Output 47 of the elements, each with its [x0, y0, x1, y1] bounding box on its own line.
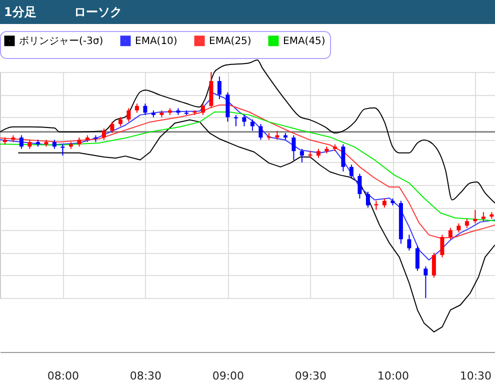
- candlestick: [358, 173, 362, 200]
- candlestick: [200, 103, 205, 116]
- candlestick: [250, 118, 254, 132]
- candlestick: [456, 222, 461, 233]
- x-tick-label: 10:00: [377, 370, 410, 382]
- candlestick: [77, 137, 82, 148]
- candlestick: [366, 191, 370, 208]
- candlestick: [226, 92, 230, 122]
- x-tick-label: 10:30: [460, 370, 492, 382]
- candlestick: [234, 114, 238, 127]
- candlestick: [374, 200, 378, 210]
- candlestick: [19, 134, 24, 150]
- candlestick: [126, 108, 131, 122]
- x-tick-label: 08:30: [130, 370, 162, 382]
- candlestick: [481, 212, 486, 222]
- candlestick: [382, 198, 386, 208]
- candlestick: [448, 227, 452, 240]
- legend-label: EMA(10): [135, 36, 178, 47]
- candlestick: [258, 123, 263, 140]
- x-tick-label: 08:00: [47, 370, 80, 382]
- candlestick: [143, 103, 148, 116]
- candlestick: [242, 114, 246, 127]
- candlestick: [110, 121, 114, 134]
- candlestick: [349, 164, 354, 179]
- legend-label: EMA(45): [283, 36, 326, 47]
- candlestick: [407, 234, 412, 252]
- text: ローソク: [74, 5, 122, 19]
- text: 1分足: [4, 5, 36, 19]
- legend-label: ボリンジャー(-3σ): [19, 36, 104, 47]
- candlestick: [341, 144, 346, 172]
- candlestick: [300, 148, 304, 163]
- x-tick-label: 09:00: [212, 370, 244, 382]
- candlestick: [424, 266, 428, 298]
- candlestick: [292, 134, 296, 161]
- candlestick: [316, 148, 320, 158]
- candlestick: [118, 116, 122, 127]
- candlestick: [415, 246, 420, 272]
- x-tick-label: 09:30: [294, 370, 327, 382]
- candlestick: [464, 218, 469, 228]
- candlestick: [432, 252, 436, 278]
- candlestick: [134, 103, 139, 114]
- candlestick: [52, 139, 56, 150]
- candlestick: [28, 139, 32, 150]
- legend-label: EMA(25): [209, 36, 252, 47]
- candlestick: [217, 76, 222, 100]
- candlestick: [102, 128, 106, 140]
- candlestick: [440, 234, 444, 258]
